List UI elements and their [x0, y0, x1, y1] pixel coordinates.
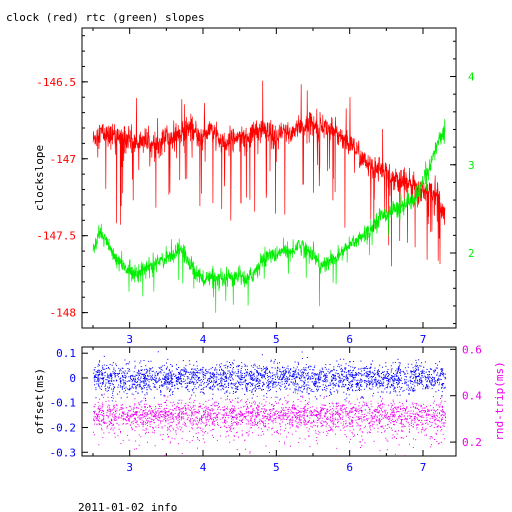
top-y-tick-label: -146.5 — [36, 76, 76, 89]
bottom-x-tick-label: 3 — [126, 461, 133, 474]
rtc-slope-line — [92, 118, 446, 313]
bottom-y-tick-label: 0.1 — [56, 347, 76, 360]
top-y-tick-label: -148 — [50, 307, 77, 320]
bottom-x-tick-label: 7 — [420, 461, 427, 474]
footer-info: 2011-01-02 info — [78, 501, 177, 512]
top-y-tick-label: -147.5 — [36, 230, 76, 243]
bottom-axis-ticks: 3 4 5 6 7 0.1 0 -0.1 -0.2 -0.3 0.6 0.4 0.2 — [50, 343, 483, 474]
bottom-y2-tick-label: 0.2 — [462, 436, 482, 449]
bottom-x-tick-label: 5 — [273, 461, 280, 474]
top-y-axis-label: clockslope — [33, 145, 46, 211]
bottom-y2-axis-label: rnd-trip(ms) — [493, 361, 506, 440]
top-axis-ticks: 3 4 5 6 7 -146.5 -147 -147.5 -148 2 3 4 — [36, 28, 475, 346]
clock-slope-series — [92, 80, 446, 267]
top-x-tick-label: 7 — [420, 333, 427, 346]
top-plot-frame — [81, 27, 457, 329]
bottom-y-tick-label: 0 — [69, 372, 76, 385]
rtc-slope-series — [92, 118, 446, 313]
bottom-y-tick-label: -0.3 — [50, 446, 77, 459]
bottom-y2-tick-label: 0.4 — [462, 390, 482, 403]
bottom-chart: offset(ms) rnd-trip(ms) 3 4 5 6 7 0.1 0 -0.1 -0.… — [33, 343, 506, 474]
bottom-y-tick-label: -0.1 — [50, 397, 77, 410]
clock-slope-line — [92, 80, 446, 267]
top-x-tick-label: 4 — [200, 333, 207, 346]
bottom-plot-frame — [81, 346, 457, 457]
bottom-y2-tick-label: 0.6 — [462, 343, 482, 356]
chart-title: clock (red) rtc (green) slopes — [6, 11, 205, 24]
top-x-tick-label: 3 — [126, 333, 133, 346]
top-chart: clockslope 3 4 5 6 7 -146.5 -147 -147.5 -148 2 3 4 — [33, 27, 475, 346]
bottom-x-tick-label: 4 — [200, 461, 207, 474]
bottom-y-tick-label: -0.2 — [50, 422, 77, 435]
top-x-tick-label: 5 — [273, 333, 280, 346]
top-x-tick-label: 6 — [346, 333, 353, 346]
bottom-x-tick-label: 6 — [346, 461, 353, 474]
top-y2-tick-label: 3 — [468, 159, 475, 172]
top-y2-tick-label: 4 — [468, 71, 475, 84]
top-y2-tick-label: 2 — [468, 247, 475, 260]
top-y-tick-label: -147 — [50, 153, 77, 166]
bottom-y-axis-label: offset(ms) — [33, 368, 46, 434]
